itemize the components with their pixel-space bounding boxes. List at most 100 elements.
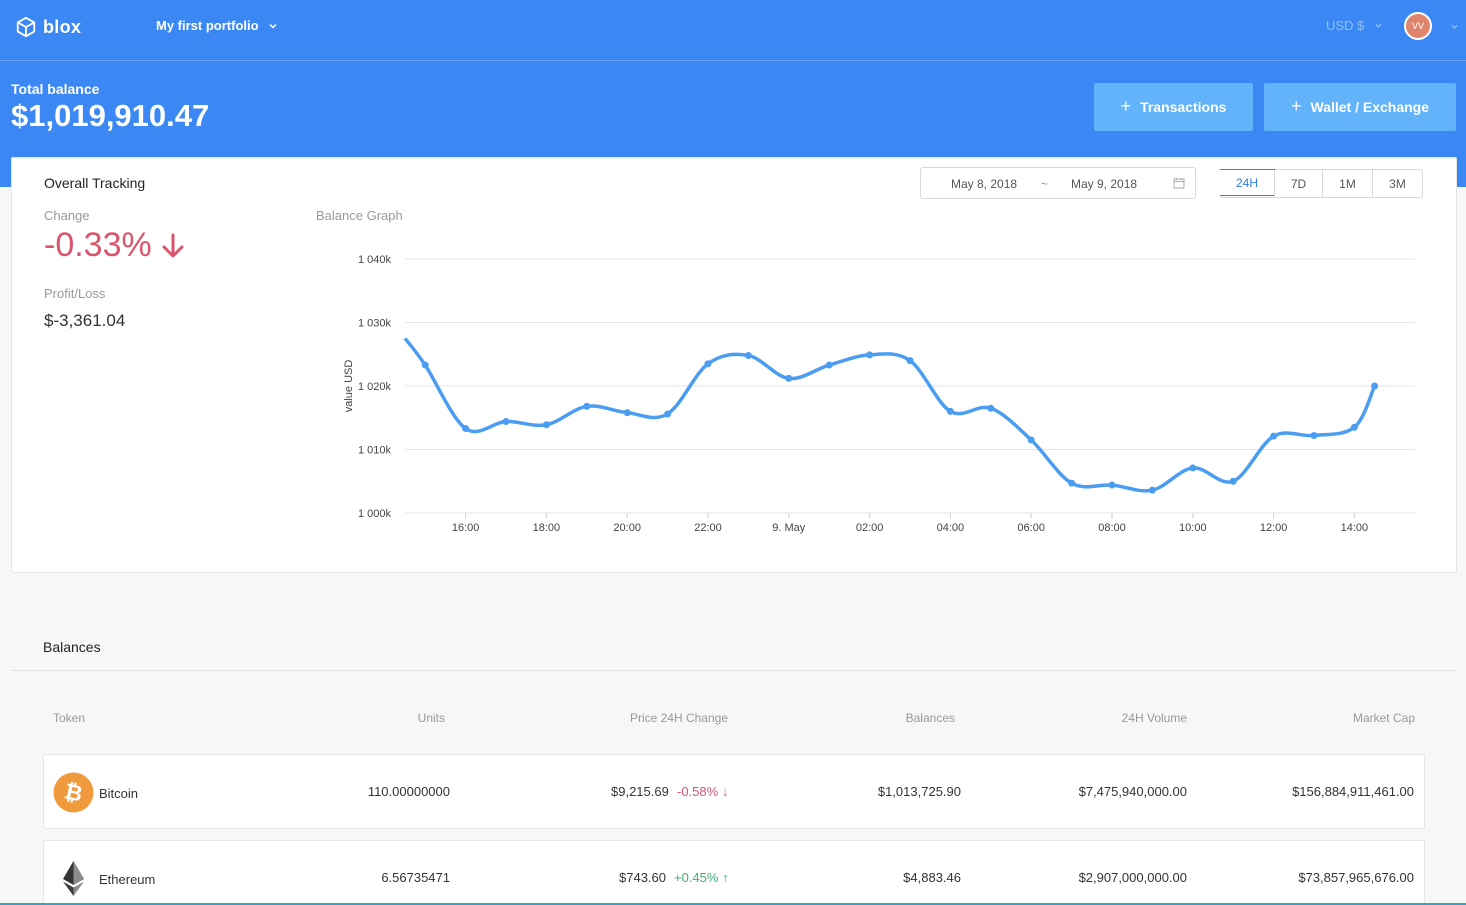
add-wallet-exchange-button[interactable]: + Wallet / Exchange	[1264, 83, 1456, 131]
data-point	[785, 374, 793, 382]
data-point	[623, 409, 631, 417]
arrow-down-icon: ↓	[721, 784, 729, 799]
currency-selector[interactable]: USD $	[1326, 18, 1383, 33]
balance-graph-label: Balance Graph	[316, 208, 403, 223]
token-name: Ethereum	[99, 872, 156, 887]
data-point	[906, 357, 914, 365]
tracking-card: Overall Tracking May 8, 2018 ~ May 9, 20…	[11, 157, 1457, 573]
change-percent: -0.33%	[44, 226, 152, 264]
data-point	[946, 407, 954, 415]
y-tick-label: 1 010k	[358, 445, 392, 457]
volume-value: $2,907,000,000.00	[1078, 870, 1187, 885]
change-label: Change	[44, 208, 90, 223]
price-value: $9,215.69	[611, 784, 669, 799]
time-range-selector: 24H 7D 1M 3M	[1220, 169, 1423, 198]
column-header-units[interactable]: Units	[417, 711, 445, 725]
data-point	[987, 404, 995, 412]
svg-text:₿: ₿	[62, 779, 85, 807]
chevron-down-icon[interactable]	[1450, 22, 1459, 31]
token-name: Bitcoin	[99, 786, 139, 801]
balance-line-chart: 1 000k 1 010k 1 020k 1 030k 1 040k 16:00 18:00…	[343, 254, 1415, 534]
change-value: -0.33%	[44, 226, 186, 265]
data-point	[1350, 423, 1358, 431]
units-value: 110.00000000	[367, 784, 450, 799]
data-point	[744, 352, 752, 360]
logo-text: blox	[43, 16, 82, 37]
price-value: $743.60	[619, 870, 666, 885]
range-option-7d[interactable]: 7D	[1274, 170, 1322, 197]
column-header-balances[interactable]: Balances	[905, 711, 955, 725]
price-change-value: +0.45% ↑	[674, 870, 729, 885]
bottom-accent-line	[0, 903, 1466, 905]
tracking-title: Overall Tracking	[44, 175, 146, 191]
date-to: May 9, 2018	[1071, 177, 1138, 191]
units-value: 6.56735471	[381, 870, 450, 885]
column-header-token[interactable]: Token	[53, 711, 86, 725]
portfolio-selector[interactable]: My first portfolio	[156, 18, 278, 33]
data-point	[664, 410, 672, 418]
data-point	[866, 351, 874, 359]
ethereum-icon	[63, 861, 84, 896]
column-header-volume[interactable]: 24H Volume	[1121, 711, 1187, 725]
data-point	[462, 425, 470, 433]
chevron-down-icon	[269, 23, 277, 28]
x-tick-label: 9. May	[772, 522, 806, 534]
plus-icon: +	[1290, 95, 1302, 116]
total-balance-value: $1,019,910.47	[11, 98, 210, 133]
data-point	[1270, 432, 1278, 440]
volume-value: $7,475,940,000.00	[1078, 784, 1187, 799]
date-range-picker[interactable]: May 8, 2018 ~ May 9, 2018	[920, 167, 1196, 199]
range-option-3m[interactable]: 3M	[1372, 170, 1422, 197]
y-tick-label: 1 040k	[358, 254, 392, 266]
avatar[interactable]: VV	[1404, 12, 1432, 40]
data-point	[704, 360, 712, 368]
arrow-up-icon: ↑	[722, 870, 729, 885]
balance-value: $4,883.46	[903, 870, 961, 885]
x-tick-label: 20:00	[613, 522, 641, 534]
logo[interactable]: blox	[15, 16, 81, 38]
x-tick-label: 22:00	[694, 522, 722, 534]
range-option-1m[interactable]: 1M	[1322, 170, 1372, 197]
column-header-market-cap[interactable]: Market Cap	[1352, 711, 1415, 725]
table-row[interactable]: ₿ Bitcoin 110.00000000 $9,215.69 -0.58% …	[43, 754, 1425, 829]
price-change-percent: -0.58%	[677, 784, 719, 799]
data-point	[1371, 382, 1379, 390]
price-change-value: -0.58% ↓	[677, 784, 728, 799]
price-change-percent: +0.45%	[674, 870, 719, 885]
data-point	[1068, 479, 1076, 487]
x-tick-label: 12:00	[1260, 522, 1288, 534]
market-cap-value: $73,857,965,676.00	[1298, 870, 1414, 885]
x-tick-label: 16:00	[452, 522, 480, 534]
x-tick-label: 06:00	[1017, 522, 1045, 534]
chevron-down-icon	[1375, 23, 1382, 28]
data-point	[421, 361, 429, 369]
balance-value: $1,013,725.90	[877, 784, 961, 799]
transactions-button-label: Transactions	[1140, 99, 1227, 115]
data-point	[1148, 486, 1156, 494]
data-point	[1027, 436, 1035, 444]
balances-divider	[11, 670, 1457, 671]
cube-logo-icon	[16, 16, 36, 38]
market-cap-value: $156,884,911,461.00	[1292, 784, 1414, 799]
table-row[interactable]: Ethereum 6.56735471 $743.60 +0.45% ↑ $4,…	[43, 840, 1425, 905]
data-point	[1108, 481, 1116, 489]
series-line	[403, 337, 1377, 493]
x-tick-label: 08:00	[1098, 522, 1126, 534]
profit-loss-value: $-3,361.04	[44, 311, 126, 330]
x-tick-label: 14:00	[1341, 522, 1369, 534]
profit-loss-label: Profit/Loss	[44, 286, 106, 301]
wallet-button-label: Wallet / Exchange	[1310, 99, 1430, 115]
calendar-icon	[1173, 178, 1185, 189]
date-from: May 8, 2018	[951, 177, 1018, 191]
plus-icon: +	[1120, 95, 1132, 116]
x-tick-label: 18:00	[533, 522, 561, 534]
data-point	[1229, 477, 1237, 485]
total-balance-label: Total balance	[11, 81, 100, 97]
data-point	[542, 421, 550, 429]
data-point	[502, 418, 510, 426]
arrow-down-icon	[162, 233, 184, 257]
add-transactions-button[interactable]: + Transactions	[1094, 83, 1253, 131]
avatar-initials: VV	[1411, 21, 1424, 31]
column-header-price-change[interactable]: Price 24H Change	[629, 711, 728, 725]
range-option-24h[interactable]: 24H	[1220, 169, 1275, 196]
